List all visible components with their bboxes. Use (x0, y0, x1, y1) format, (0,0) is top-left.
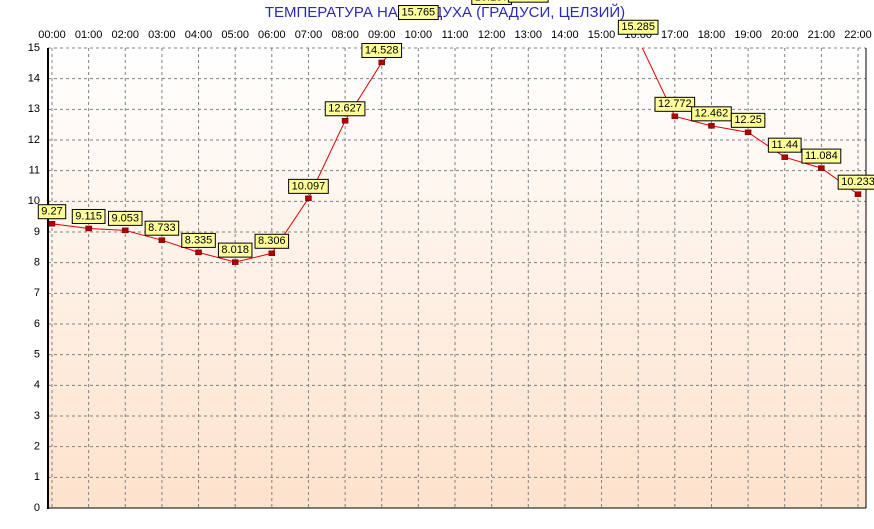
data-label: 9.115 (75, 210, 102, 222)
x-tick-label: 11:00 (442, 29, 469, 41)
data-point (781, 154, 788, 160)
x-tick-label: 15:00 (588, 29, 616, 41)
data-label: 11.44 (771, 139, 798, 151)
data-label: 15.765 (402, 6, 436, 18)
x-tick-label: 06:00 (258, 29, 286, 41)
data-label-box (37, 204, 67, 220)
y-tick-label: 13 (28, 103, 40, 115)
x-tick-label: 08:00 (331, 29, 359, 41)
data-label-box (361, 42, 403, 58)
data-label: 16.332 (511, 0, 545, 1)
y-tick-label: 8 (34, 257, 40, 269)
y-tick-label: 12 (28, 134, 40, 146)
data-label: 12.627 (328, 103, 362, 115)
y-tick-label: 10 (28, 195, 40, 207)
x-tick-label: 07:00 (295, 29, 323, 41)
data-label-box (181, 232, 216, 248)
data-label-box (324, 101, 366, 117)
y-tick-label: 9 (34, 226, 40, 238)
data-label: 15.285 (621, 21, 655, 33)
x-tick-label: 02:00 (112, 29, 140, 41)
y-tick-label: 6 (34, 318, 40, 330)
x-tick-label: 22:00 (844, 29, 872, 41)
data-point (122, 227, 129, 234)
x-tick-label: 14:00 (551, 29, 579, 41)
data-label: 9.27 (41, 206, 62, 218)
x-tick-label: 09:00 (368, 29, 396, 41)
x-tick-label: 20:00 (771, 29, 799, 41)
data-point (48, 220, 56, 227)
chart-title: ТЕМПЕРАТУРА НА ВЪЗДУХА (ГРАДУСИ, ЦЕЛЗИЙ) (265, 3, 625, 21)
data-label-box (108, 210, 143, 226)
data-point (195, 249, 202, 256)
data-label: 9.053 (112, 212, 140, 224)
plot-area (48, 48, 866, 508)
label-layer: 9.27 9.115 9.053 8.733 8.335 8.018 8.306 10.097… (37, 0, 874, 258)
data-label: 16.257 (475, 0, 509, 3)
x-tick-label: 19:00 (734, 29, 762, 41)
data-label: 8.306 (258, 235, 286, 247)
data-label: 8.335 (185, 234, 213, 246)
data-label-box (217, 242, 253, 258)
data-point (305, 195, 312, 202)
data-label: 10.233 (841, 176, 874, 188)
data-point (231, 259, 239, 265)
data-label-box (767, 137, 802, 153)
data-point (744, 129, 752, 136)
y-tick-label: 0 (34, 502, 40, 514)
data-point (415, 22, 421, 27)
y-tick-label: 2 (34, 441, 40, 453)
data-point (85, 225, 92, 232)
x-tick-label: 01:00 (75, 29, 103, 41)
data-point (158, 237, 166, 243)
data-label: 12.772 (658, 98, 692, 110)
data-point (708, 123, 715, 129)
data-point (268, 250, 276, 257)
x-tick-label: 04:00 (185, 29, 213, 41)
data-label-box (507, 0, 549, 3)
data-label: 12.25 (734, 114, 762, 126)
y-tick-label: 1 (34, 471, 40, 483)
x-tick-label: 03:00 (148, 29, 176, 41)
data-label: 14.528 (365, 44, 399, 56)
y-tick-label: 14 (28, 73, 40, 85)
data-label-box (254, 233, 290, 249)
data-point (671, 113, 679, 120)
x-tick-label: 17:00 (661, 29, 689, 41)
data-point (854, 191, 862, 197)
data-label-box (144, 220, 180, 236)
data-label-box (617, 19, 659, 35)
data-label-box (801, 148, 842, 164)
data-label: 12.462 (695, 108, 729, 120)
x-tick-label: 12:00 (478, 29, 506, 41)
y-tick-label: 5 (34, 349, 40, 361)
data-point (818, 165, 825, 171)
x-tick-label: 18:00 (698, 29, 726, 41)
data-label-box (837, 174, 874, 190)
y-tick-label: 4 (34, 379, 40, 391)
y-tick-label: 7 (34, 287, 40, 299)
data-label-box (71, 208, 106, 224)
y-tick-label: 15 (28, 42, 40, 54)
data-label-box (654, 96, 696, 112)
data-label-box (471, 0, 512, 5)
data-label-box (730, 112, 766, 128)
x-tick-label: 10:00 (405, 29, 433, 41)
x-tick-label: 21:00 (808, 29, 836, 41)
data-label: 10.097 (292, 180, 326, 192)
x-tick-label: 05:00 (221, 29, 249, 41)
data-label: 8.733 (148, 222, 176, 234)
data-point (378, 59, 385, 66)
x-tick-label: 00:00 (38, 29, 66, 41)
data-point (341, 118, 349, 124)
data-label-box (288, 178, 329, 194)
y-tick-label: 11 (29, 165, 40, 177)
data-label-box (398, 5, 439, 21)
data-label: 8.018 (221, 244, 249, 256)
x-tick-label: 13:00 (515, 29, 543, 41)
y-tick-label: 3 (34, 410, 40, 422)
data-label: 11.084 (805, 150, 838, 162)
